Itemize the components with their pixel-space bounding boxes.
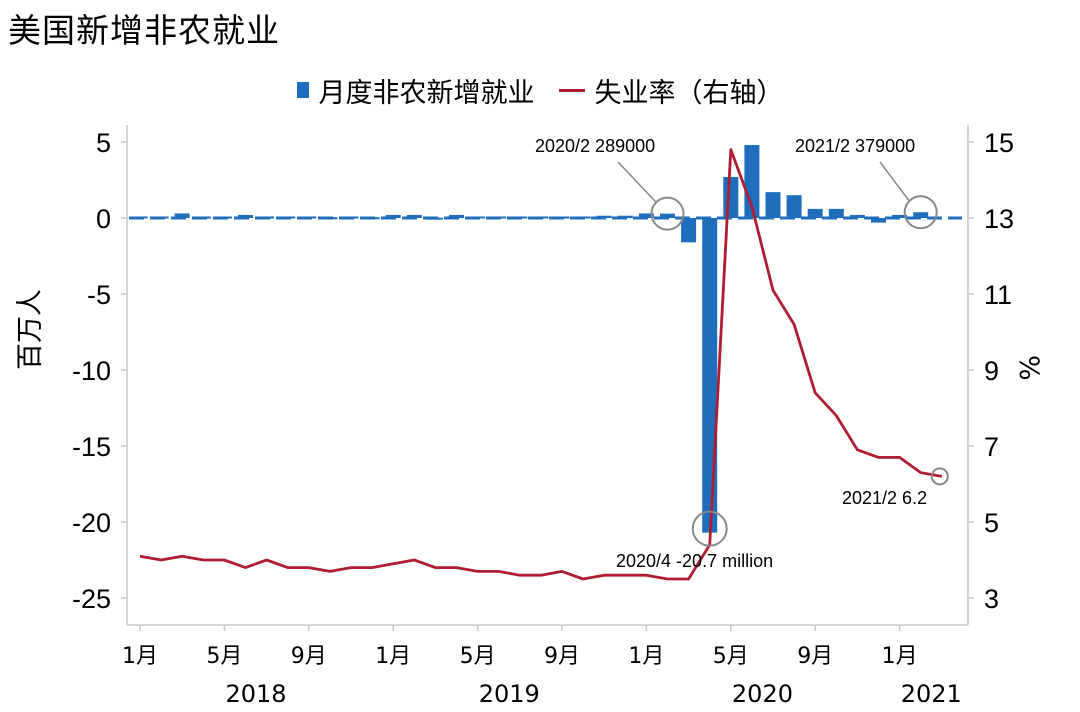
y-right-tick-label: 7	[984, 432, 999, 462]
bar	[216, 216, 232, 219]
chart-title: 美国新增非农就业	[8, 11, 280, 50]
bar	[470, 216, 486, 219]
bar	[343, 216, 359, 219]
annotation-label: 2021/2 379000	[795, 136, 915, 156]
bar	[195, 216, 211, 219]
bar	[702, 218, 718, 533]
annotation-label: 2020/2 289000	[535, 136, 655, 156]
bar	[406, 214, 422, 218]
annotation-circle	[650, 196, 685, 231]
bar	[322, 217, 338, 220]
bar	[681, 218, 697, 243]
bar	[153, 216, 169, 219]
x-tick-label: 5月	[460, 644, 496, 669]
y-right-tick-label: 11	[984, 280, 1012, 310]
bar	[449, 214, 464, 218]
legend-label-line: 失业率（右轴）	[594, 77, 784, 109]
bar	[364, 217, 380, 220]
bar	[660, 213, 675, 218]
legend: 月度非农新增就业 失业率（右轴）	[0, 68, 1080, 112]
x-year-label: 2018	[226, 680, 287, 708]
annotation-circle	[691, 510, 728, 547]
annotation-circle	[903, 195, 938, 230]
legend-line-swatch	[558, 88, 585, 92]
y-left-tick-label: -20	[72, 508, 111, 538]
bar	[259, 216, 275, 219]
bar	[280, 216, 296, 219]
annotation-label: 2021/2 6.2	[842, 488, 927, 508]
bar	[765, 192, 781, 218]
y-left-tick-label: 0	[96, 204, 111, 234]
x-year-label: 2021	[901, 680, 962, 708]
y-right-tick-label: 15	[984, 128, 1014, 158]
legend-bar-swatch	[296, 82, 309, 98]
bar	[533, 216, 549, 219]
bar	[871, 218, 886, 223]
x-tick-label: 5月	[206, 644, 242, 669]
bar	[238, 214, 253, 218]
x-tick-label: 1月	[122, 644, 158, 669]
annotation-leader	[879, 161, 910, 201]
bar	[849, 214, 865, 218]
bar	[491, 216, 507, 219]
bar	[828, 208, 844, 218]
y-left-tick-label: -10	[72, 356, 111, 386]
y-right-tick-label: 3	[984, 584, 999, 614]
bar	[301, 216, 317, 219]
y-left-tick-label: -5	[87, 280, 111, 310]
x-tick-label: 9月	[291, 644, 327, 669]
bar	[427, 217, 443, 220]
y-left-tick-label: -25	[72, 584, 111, 614]
unemployment-line	[139, 148, 943, 581]
y-right-tick-label: 13	[984, 204, 1014, 234]
x-year-label: 2019	[479, 680, 540, 708]
bar	[638, 213, 654, 218]
bar	[554, 216, 570, 219]
bar	[596, 215, 612, 218]
x-tick-label: 9月	[544, 644, 580, 669]
legend-item-bar: 月度非农新增就业	[296, 71, 535, 110]
legend-label-bar: 月度非农新增就业	[318, 77, 535, 109]
bar	[807, 208, 823, 218]
bar	[132, 216, 148, 219]
x-tick-label: 1月	[375, 644, 411, 669]
bar	[786, 195, 802, 218]
y-right-tick-label: 9	[984, 356, 999, 386]
y-left-tick-label: 5	[96, 128, 111, 158]
x-tick-label: 1月	[628, 644, 664, 669]
x-tick-label: 9月	[797, 644, 833, 669]
x-year-label: 2020	[732, 680, 793, 708]
x-tick-label: 5月	[713, 644, 749, 669]
bar	[723, 176, 739, 218]
x-tick-label: 1月	[882, 644, 918, 669]
annotation-circle	[930, 467, 949, 486]
annotation-leader	[617, 161, 657, 203]
bar	[512, 216, 528, 219]
legend-item-line: 失业率（右轴）	[558, 71, 784, 110]
annotation-label: 2020/4 -20.7 million	[616, 551, 773, 571]
bar	[913, 212, 929, 218]
y-right-tick-label: 5	[984, 508, 999, 538]
bar	[575, 216, 591, 219]
bar	[174, 213, 190, 218]
bar	[617, 215, 633, 218]
bar	[892, 214, 908, 218]
bar	[385, 214, 401, 218]
y-left-tick-label: -15	[72, 432, 111, 462]
